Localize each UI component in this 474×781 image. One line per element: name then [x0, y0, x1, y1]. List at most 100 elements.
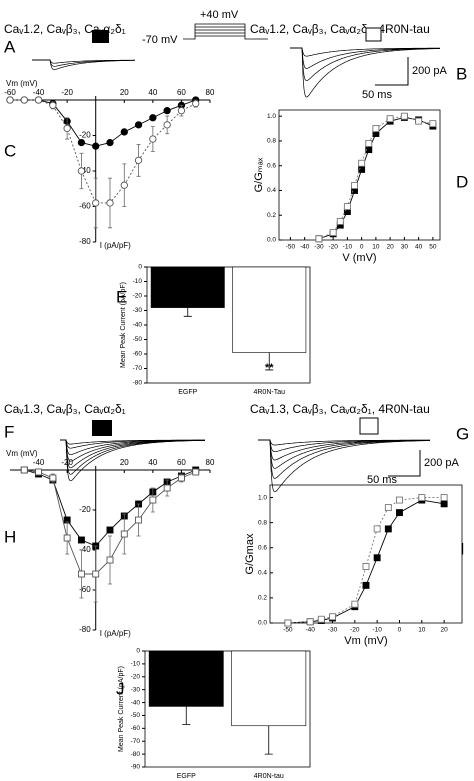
panel-label: E — [116, 287, 127, 306]
marker — [384, 525, 392, 533]
annotation: ** — [265, 362, 274, 374]
x-tick-label: 80 — [206, 88, 215, 97]
x-axis-label: Vm (mV) — [6, 449, 38, 458]
error-bar — [265, 352, 274, 371]
scale-label: 50 ms — [362, 89, 392, 101]
y-tick-label: 0.4 — [267, 187, 276, 194]
x-tick-label: 20 — [441, 627, 449, 634]
panel-label: D — [456, 172, 468, 191]
panel-title: Caᵥ1.3, Caᵥβ₃, Caᵥα₂δ₁, 4R0N-tau — [250, 402, 430, 416]
trace — [258, 439, 430, 479]
x-tick-label: -20 — [61, 88, 73, 97]
marker — [149, 114, 157, 122]
bar — [148, 650, 224, 707]
y-axis-label: G/Gmax — [244, 533, 256, 574]
y-tick-label: 0.0 — [258, 620, 267, 627]
marker — [362, 563, 370, 570]
marker — [351, 600, 359, 608]
y-axis-label: G/Gₘₐₓ — [253, 157, 265, 192]
y-tick-label: 0.2 — [258, 595, 267, 602]
x-tick-label: 4R0N-Tau — [253, 389, 285, 396]
marker — [77, 536, 85, 544]
x-tick-label: 10 — [418, 627, 426, 634]
y-tick-label: 0.2 — [267, 212, 276, 219]
series-line — [287, 497, 445, 624]
y-tick-label: -30 — [133, 307, 143, 314]
drug-bar — [359, 417, 379, 435]
x-tick-label: -10 — [372, 627, 382, 634]
trace — [258, 439, 431, 493]
marker — [284, 619, 292, 627]
drug-bar — [92, 30, 109, 43]
x-tick-label: -30 — [314, 244, 324, 251]
series-line — [318, 115, 433, 240]
marker — [440, 500, 448, 508]
marker — [358, 159, 366, 167]
y-tick-label: -80 — [133, 380, 143, 387]
marker — [343, 203, 351, 211]
y-tick-label: -80 — [79, 237, 91, 246]
marker — [163, 484, 171, 492]
y-tick-label: -60 — [79, 585, 91, 594]
y-tick-label: -20 — [131, 673, 141, 680]
x-axis-label: Vm (mV) — [6, 79, 38, 88]
protocol-steps — [183, 23, 268, 40]
scale-label: 200 pA — [412, 65, 448, 77]
x-tick-label: -10 — [343, 244, 353, 251]
marker — [134, 121, 143, 129]
y-tick-label: -20 — [79, 505, 91, 514]
panel-label: H — [4, 527, 16, 546]
panel-label: B — [456, 64, 467, 83]
x-tick-label: -60 — [4, 88, 16, 97]
y-axis-label: I (pA/pF) — [100, 241, 131, 250]
y-tick-label: -40 — [79, 166, 91, 175]
y-tick-label: -50 — [133, 336, 143, 343]
y-tick-label: -40 — [131, 699, 141, 706]
marker — [149, 496, 157, 504]
x-tick-label: -30 — [328, 627, 338, 634]
marker — [6, 96, 14, 104]
marker — [336, 217, 344, 225]
y-tick-label: 0.8 — [258, 519, 267, 526]
bar — [232, 266, 307, 353]
marker — [373, 554, 381, 562]
x-tick-label: 40 — [148, 88, 157, 97]
x-tick-label: 20 — [120, 458, 129, 467]
marker — [400, 112, 408, 120]
x-tick-label: -50 — [286, 244, 296, 251]
marker — [63, 534, 71, 542]
y-tick-label: 0.4 — [258, 570, 267, 577]
marker — [49, 101, 57, 109]
y-tick-label: -90 — [131, 764, 141, 771]
y-tick-label: -50 — [131, 712, 141, 719]
x-tick-label: 40 — [415, 244, 423, 251]
marker — [106, 138, 114, 147]
marker — [384, 504, 392, 512]
x-tick-label: -20 — [350, 627, 360, 634]
trace — [60, 439, 205, 482]
x-tick-label: -50 — [283, 627, 293, 634]
error-bar — [182, 706, 191, 725]
x-tick-label: -20 — [328, 244, 338, 251]
marker — [120, 128, 128, 136]
y-tick-label: -80 — [131, 751, 141, 758]
marker — [192, 468, 200, 476]
y-tick-label: 0.0 — [267, 237, 276, 244]
y-axis-label: Mean Peak Current (pA/pF) — [118, 666, 125, 752]
marker — [149, 135, 157, 143]
step — [195, 26, 245, 37]
x-tick-label: EGFP — [177, 773, 196, 780]
plot-frame — [278, 109, 441, 241]
marker — [329, 229, 337, 237]
marker — [163, 107, 171, 115]
marker — [317, 615, 325, 623]
x-tick-label: 20 — [120, 88, 129, 97]
y-tick-label: -60 — [131, 725, 141, 732]
marker — [77, 167, 86, 175]
marker — [77, 570, 85, 578]
x-tick-label: 80 — [206, 458, 215, 467]
x-tick-label: 0 — [360, 244, 364, 251]
panel-title: Caᵥ1.3, Caᵥβ₃, Caᵥα₂δ₁ — [4, 402, 126, 416]
error-bar — [183, 307, 192, 317]
